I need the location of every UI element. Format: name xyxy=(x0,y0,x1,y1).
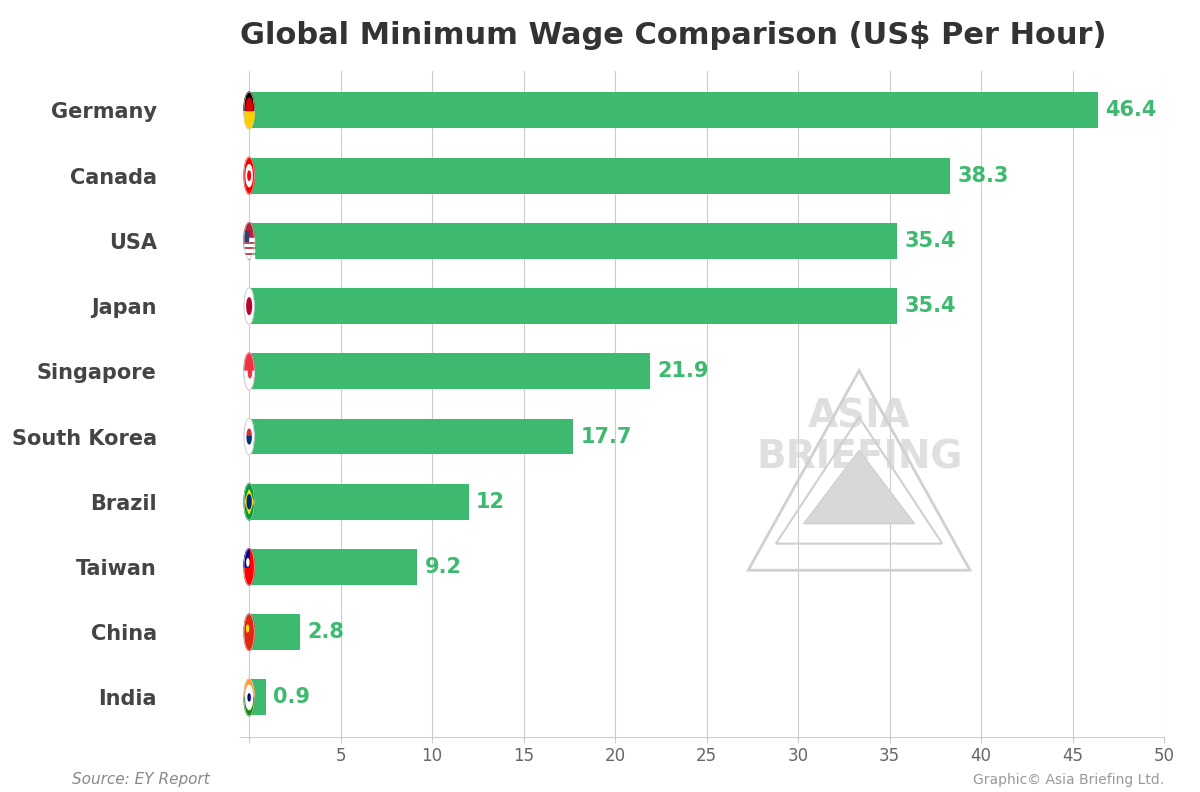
Bar xyxy=(250,223,896,259)
Text: 46.4: 46.4 xyxy=(1105,101,1157,120)
Circle shape xyxy=(246,685,252,710)
Text: Source: EY Report: Source: EY Report xyxy=(72,772,210,787)
Wedge shape xyxy=(244,371,254,390)
Bar xyxy=(250,549,418,585)
Bar xyxy=(250,158,950,193)
Wedge shape xyxy=(244,698,254,716)
Circle shape xyxy=(244,483,254,520)
Bar xyxy=(250,680,265,715)
Text: 38.3: 38.3 xyxy=(958,166,1009,185)
Circle shape xyxy=(247,298,252,314)
Wedge shape xyxy=(246,698,252,710)
Text: 9.2: 9.2 xyxy=(425,557,462,577)
Wedge shape xyxy=(246,98,252,110)
Text: 12: 12 xyxy=(476,492,505,512)
FancyBboxPatch shape xyxy=(244,238,254,241)
Circle shape xyxy=(244,158,254,194)
Circle shape xyxy=(244,614,254,650)
Wedge shape xyxy=(247,436,251,444)
Circle shape xyxy=(244,287,254,325)
FancyBboxPatch shape xyxy=(244,255,254,257)
Circle shape xyxy=(244,353,254,390)
Circle shape xyxy=(248,171,251,181)
Circle shape xyxy=(248,367,252,378)
Text: 35.4: 35.4 xyxy=(904,230,955,251)
Circle shape xyxy=(244,223,254,259)
Polygon shape xyxy=(804,451,914,524)
Circle shape xyxy=(246,165,252,187)
Circle shape xyxy=(244,92,254,128)
Bar xyxy=(250,93,1098,128)
Circle shape xyxy=(244,92,254,128)
Wedge shape xyxy=(244,92,254,110)
Text: 17.7: 17.7 xyxy=(581,427,631,447)
Wedge shape xyxy=(247,429,251,436)
Polygon shape xyxy=(245,490,253,514)
Circle shape xyxy=(247,625,248,632)
Wedge shape xyxy=(244,680,254,698)
Text: Global Minimum Wage Comparison (US$ Per Hour): Global Minimum Wage Comparison (US$ Per … xyxy=(240,21,1106,50)
Bar xyxy=(250,419,574,455)
Circle shape xyxy=(247,495,251,508)
Bar xyxy=(250,484,469,520)
Text: Graphic© Asia Briefing Ltd.: Graphic© Asia Briefing Ltd. xyxy=(973,773,1164,787)
FancyBboxPatch shape xyxy=(244,244,254,246)
Text: 2.8: 2.8 xyxy=(307,623,344,642)
Bar xyxy=(250,353,650,389)
Text: 21.9: 21.9 xyxy=(658,361,709,381)
Text: 0.9: 0.9 xyxy=(272,687,310,707)
Circle shape xyxy=(244,680,254,716)
Circle shape xyxy=(244,418,254,455)
Circle shape xyxy=(244,549,254,585)
Bar xyxy=(250,615,300,650)
Circle shape xyxy=(247,559,248,566)
Text: 35.4: 35.4 xyxy=(904,296,955,316)
Text: ASIA
BRIEFING: ASIA BRIEFING xyxy=(756,398,962,477)
Bar xyxy=(250,288,896,324)
FancyBboxPatch shape xyxy=(244,230,247,241)
FancyBboxPatch shape xyxy=(244,249,254,252)
Wedge shape xyxy=(244,549,250,567)
